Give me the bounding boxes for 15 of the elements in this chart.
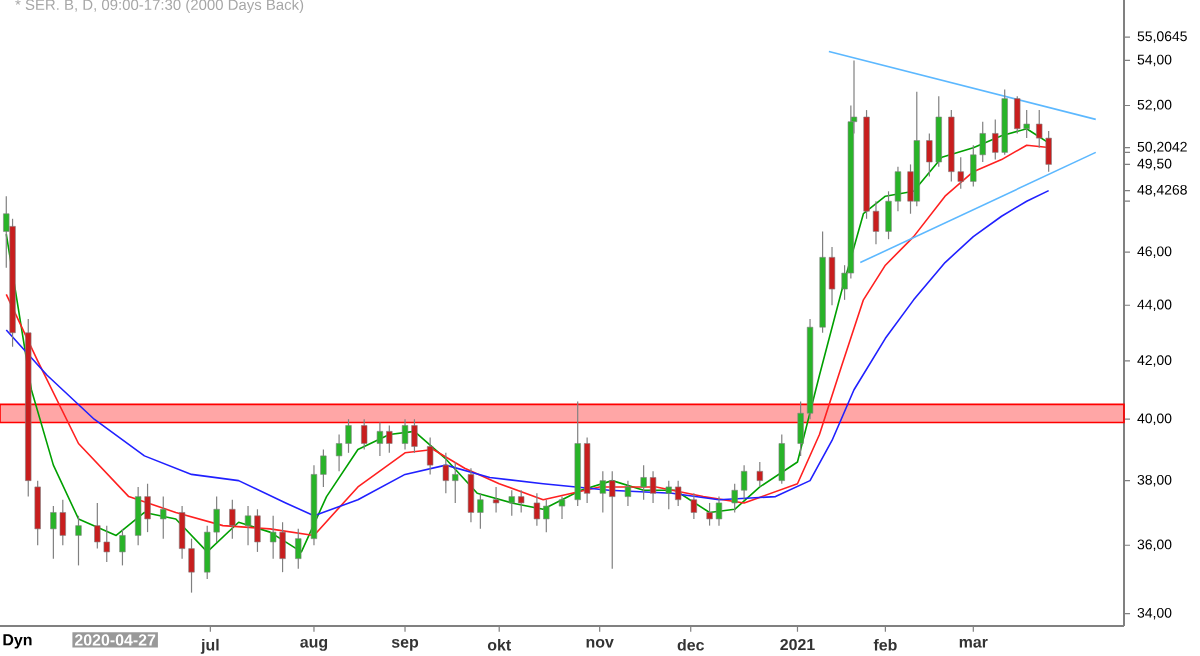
candlestick [229,499,236,540]
candlestick [492,486,500,514]
candlestick [295,528,302,570]
candlestick [624,480,632,507]
candlestick [119,528,126,567]
candlestick [160,495,167,540]
candlestick [427,436,434,476]
line-series [5,189,1050,517]
candlestick [34,480,41,546]
candlestick [75,515,82,567]
candlestick [756,461,763,488]
candlestick [690,492,697,520]
candlestick [558,495,566,520]
candlestick [778,433,785,485]
candlestick [361,418,368,451]
